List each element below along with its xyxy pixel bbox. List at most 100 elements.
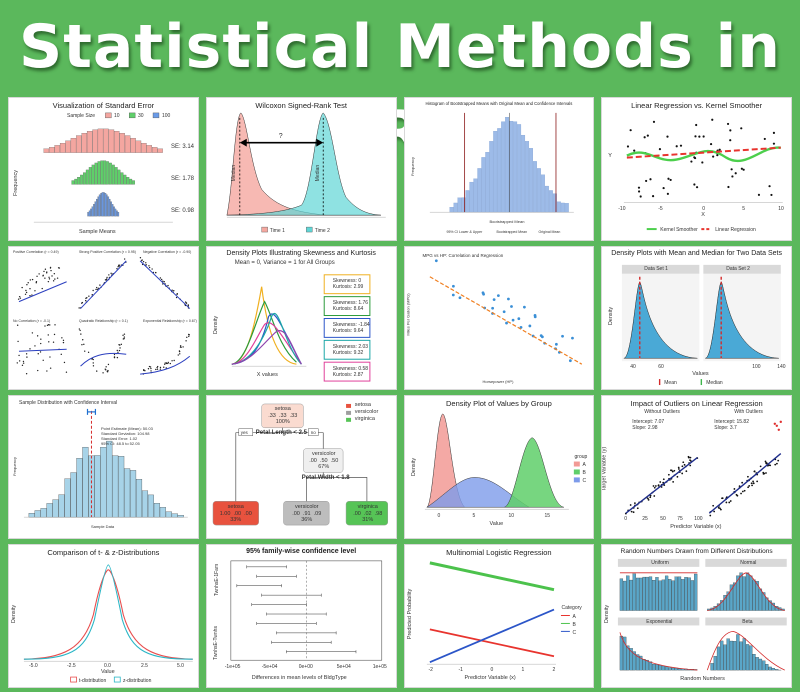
- random-bar: [658, 665, 662, 671]
- bootstrap-bar: [476, 168, 481, 213]
- corr-point: [91, 293, 93, 296]
- corr-point: [177, 354, 179, 356]
- data-point: [773, 131, 776, 134]
- mpg-point: [560, 334, 564, 338]
- corr-point: [52, 280, 55, 282]
- sample-bar: [135, 479, 143, 518]
- random-bar: [759, 588, 763, 611]
- tile-sample-distribution[interactable]: Sample Distribution with Confidence Inte…: [8, 395, 199, 539]
- corr-point: [123, 258, 126, 260]
- data-point: [710, 142, 713, 146]
- outlier-point: [663, 484, 666, 486]
- outlier-point: [728, 501, 731, 504]
- corr-point: [92, 358, 94, 361]
- corr-point: [78, 328, 81, 330]
- outlier-point: [654, 486, 656, 489]
- tile-skew-kurtosis[interactable]: Density Plots Illustrating Skewness and …: [205, 246, 397, 390]
- se-bar: [94, 162, 98, 185]
- corr-point: [148, 265, 150, 267]
- corr-point: [26, 356, 28, 358]
- outlier-point: [733, 488, 736, 490]
- data-point: [734, 172, 738, 175]
- legend-a: A: [582, 462, 586, 468]
- random-bar: [632, 651, 637, 671]
- corr-point: [118, 344, 120, 346]
- mpg-point: [570, 336, 574, 340]
- tile-density-group[interactable]: Density Plot of Values by Group group A …: [403, 395, 595, 539]
- x-tick-4: 5e+04: [336, 664, 351, 670]
- mpg-point: [509, 305, 513, 308]
- random-bar: [629, 579, 633, 611]
- outlier-point: [747, 486, 750, 489]
- corr-point: [36, 335, 39, 337]
- no-label: no: [310, 430, 316, 435]
- x-tick-40: 40: [630, 364, 636, 370]
- corr-point: [29, 288, 31, 290]
- tile-standard-error[interactable]: Visualization of Standard Error Sample S…: [8, 97, 199, 241]
- corr-point: [54, 278, 56, 280]
- random-bar: [742, 576, 747, 611]
- legend-c: C: [572, 630, 577, 636]
- corr-point: [162, 280, 164, 282]
- se-bar: [132, 180, 135, 185]
- y-axis-label: Frequency: [11, 457, 17, 476]
- tile-decision-tree[interactable]: setosa .33 .33 .33 100% yes no Petal.Lengt…: [205, 395, 397, 539]
- legend-time1: Time 1: [269, 228, 285, 234]
- x-tick-3: 0e+00: [298, 664, 313, 670]
- x-axis-label: Bootstrapped Mean: [489, 219, 525, 224]
- sample-bar: [52, 499, 59, 518]
- corr-point: [17, 340, 19, 343]
- tile-tukey[interactable]: 95% family-wise confidence level -1e+05 …: [205, 544, 397, 688]
- outlier-point: [763, 472, 766, 475]
- x-tick-60: 60: [658, 364, 664, 370]
- tile-outliers[interactable]: Impact of Outliers on Linear Regression …: [601, 395, 792, 539]
- bootstrap-bar: [453, 202, 458, 213]
- corr-point: [47, 334, 49, 336]
- x-axis-label: X values: [256, 372, 278, 378]
- page-title: Statistical Methods in R: [19, 12, 781, 168]
- tile-multinomial[interactable]: Multinomial Logistic Regression Category…: [403, 544, 595, 688]
- facet-data-set-1: Data Set 1: [644, 266, 668, 272]
- tile-linreg-kernel[interactable]: Linear Regression vs. Kernel Smoother -1…: [601, 97, 792, 241]
- corr-point: [42, 274, 44, 276]
- corr-point: [46, 324, 49, 327]
- annotation-with: Intercept: 15.82 Slope: 3.7: [714, 419, 749, 431]
- se-bar: [106, 194, 108, 217]
- sample-bar: [141, 490, 149, 518]
- tile-correlations[interactable]: Positive Correlation (r = 0.49) Strong P…: [8, 246, 199, 390]
- random-bar: [668, 667, 672, 671]
- data-point: [741, 167, 744, 170]
- bootstrap-bar: [560, 202, 565, 213]
- legend-100: 100: [162, 113, 171, 119]
- tile-t-z[interactable]: Comparison of t- & z-Distributions -5.0 …: [8, 544, 199, 688]
- tile-wilcoxon[interactable]: Wilcoxon Signed-Rank Test ? Median Media…: [205, 97, 397, 241]
- tile-mean-median[interactable]: Density Plots with Mean and Median for T…: [601, 246, 792, 390]
- tile-mpg-hp[interactable]: MPG vs HP: Correlation and Regression Ho…: [403, 246, 595, 390]
- random-histograms: [618, 558, 787, 671]
- bootstrap-bar: [464, 190, 469, 213]
- outlier-point: [689, 464, 692, 467]
- mpg-point: [458, 296, 461, 300]
- corr-point: [41, 287, 43, 290]
- x-tick-5: 5: [472, 513, 476, 519]
- corr-point: [96, 288, 99, 290]
- corr-point: [87, 351, 90, 354]
- data-point: [701, 161, 704, 164]
- legend-virginica: virginica: [354, 416, 375, 422]
- stats-box: [323, 296, 371, 317]
- mpg-point: [527, 324, 531, 328]
- tile-random-numbers[interactable]: Random Numbers Drawn from Different Dist…: [601, 544, 792, 688]
- data-point: [718, 148, 722, 151]
- tile-bootstrap[interactable]: Histogram of Bootstrapped Means with Ori…: [403, 97, 595, 241]
- y-axis-label: Density: [604, 604, 611, 624]
- random-bar: [645, 576, 650, 611]
- x-tick-3: 0: [702, 206, 706, 212]
- outlier-point: [637, 507, 639, 510]
- random-bar: [733, 641, 737, 671]
- mpg-point: [522, 305, 526, 309]
- corr-point: [21, 286, 23, 289]
- legend-title: group: [574, 454, 588, 460]
- data-point: [659, 148, 662, 151]
- se-histograms: [33, 112, 173, 223]
- outlier-point: [629, 504, 632, 506]
